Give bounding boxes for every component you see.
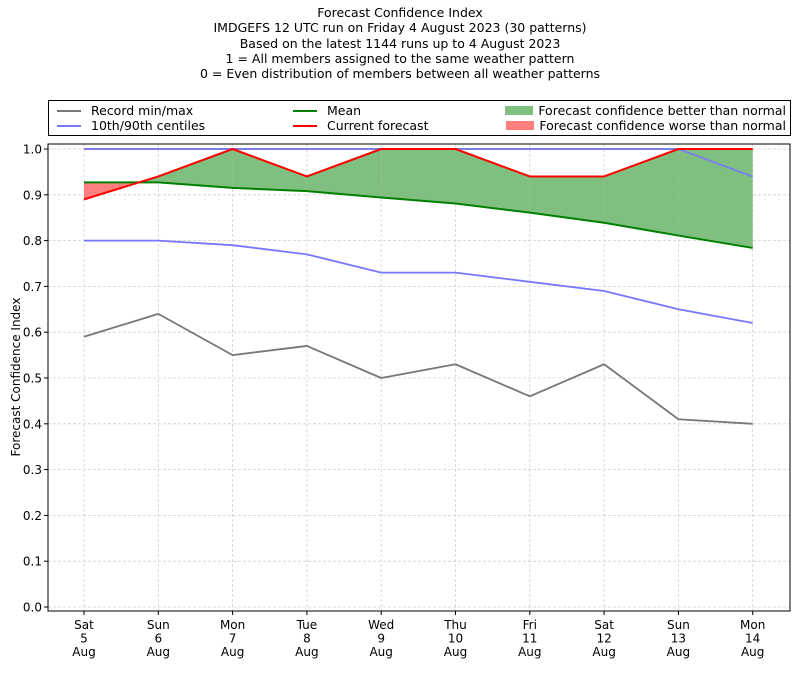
x-tick-label: 9 bbox=[377, 632, 385, 646]
x-tick-label: Aug bbox=[518, 645, 541, 659]
chart-title-block: Forecast Confidence Index IMDGEFS 12 UTC… bbox=[0, 5, 800, 81]
legend-swatch bbox=[505, 106, 534, 115]
legend-swatch bbox=[293, 124, 317, 127]
confidence-fill bbox=[678, 149, 753, 248]
legend-item-better: Forecast confidence better than normal bbox=[505, 103, 786, 118]
x-tick-label: Aug bbox=[444, 645, 467, 659]
fills bbox=[84, 149, 753, 248]
x-tick-label: Thu bbox=[443, 618, 467, 632]
y-tick-label: 0.8 bbox=[23, 234, 42, 248]
x-tick-label: 10 bbox=[448, 632, 463, 646]
x-tick-label: Aug bbox=[295, 645, 318, 659]
legend-label: 10th/90th centiles bbox=[91, 118, 206, 133]
x-tick-label: 5 bbox=[80, 632, 88, 646]
chart-subtitle-line: 0 = Even distribution of members between… bbox=[199, 66, 601, 82]
x-tick-label: Sun bbox=[147, 618, 170, 632]
x-tick-label: Aug bbox=[369, 645, 392, 659]
confidence-fill bbox=[381, 149, 456, 204]
chart-subtitle-line: IMDGEFS 12 UTC run on Friday 4 August 20… bbox=[213, 20, 587, 36]
y-tick-label: 1.0 bbox=[23, 143, 42, 157]
x-tick-label: Sat bbox=[74, 618, 94, 632]
confidence-fill bbox=[158, 149, 233, 188]
x-tick-label: 13 bbox=[671, 632, 686, 646]
legend-label: Record min/max bbox=[91, 103, 194, 118]
legend-item-current: Current forecast bbox=[293, 118, 428, 133]
y-tick-label: 0.7 bbox=[23, 280, 42, 294]
y-tick-label: 0.6 bbox=[23, 326, 42, 340]
x-tick-label: 12 bbox=[596, 632, 611, 646]
x-tick-label: 11 bbox=[522, 632, 537, 646]
y-tick-label: 0.9 bbox=[23, 188, 42, 202]
x-tick-label: Mon bbox=[220, 618, 245, 632]
x-tick-label: Sat bbox=[594, 618, 614, 632]
confidence-fill bbox=[232, 149, 307, 192]
y-axis-label: Forecast Confidence Index bbox=[9, 297, 23, 457]
legend-swatch bbox=[506, 121, 535, 130]
x-tick-label: Aug bbox=[592, 645, 615, 659]
legend: Record min/max 10th/90th centiles Mean C… bbox=[48, 100, 791, 136]
legend-label: Current forecast bbox=[327, 118, 429, 133]
legend-item-mean: Mean bbox=[293, 103, 361, 118]
y-tick-label: 0.4 bbox=[23, 417, 42, 431]
y-tick-label: 0.5 bbox=[23, 372, 42, 386]
x-tick-label: Sun bbox=[667, 618, 690, 632]
legend-item-worse: Forecast confidence worse than normal bbox=[506, 118, 786, 133]
x-tick-label: 7 bbox=[229, 632, 237, 646]
x-tick-label: 14 bbox=[745, 632, 760, 646]
confidence-fill bbox=[455, 149, 530, 213]
x-tick-label: Mon bbox=[740, 618, 765, 632]
x-tick-label: Wed bbox=[368, 618, 394, 632]
y-tick-label: 0.0 bbox=[23, 601, 42, 615]
y-axis: 0.0 0.1 0.2 0.3 0.4 0.5 0.6 0.7 0.8 0.9 1.0 bbox=[23, 143, 48, 615]
legend-item-record: Record min/max bbox=[57, 103, 193, 118]
legend-swatch bbox=[293, 109, 317, 112]
x-tick-label: Aug bbox=[741, 645, 764, 659]
x-tick-label: Aug bbox=[72, 645, 95, 659]
legend-item-centiles: 10th/90th centiles bbox=[57, 118, 205, 133]
x-tick-label: Aug bbox=[667, 645, 690, 659]
x-tick-label: 8 bbox=[303, 632, 311, 646]
chart-subtitle-line: 1 = All members assigned to the same wea… bbox=[225, 50, 575, 66]
y-tick-label: 0.1 bbox=[23, 555, 42, 569]
chart-subtitle-line: Based on the latest 1144 runs up to 4 Au… bbox=[239, 35, 561, 51]
legend-swatch bbox=[57, 109, 81, 112]
x-tick-label: Aug bbox=[221, 645, 244, 659]
x-axis: Sat5AugSun6AugMon7AugTue8AugWed9AugThu10… bbox=[72, 611, 765, 659]
series-line-record-min bbox=[83, 312, 753, 425]
legend-swatch bbox=[57, 124, 81, 127]
series-line-p10 bbox=[84, 239, 753, 324]
legend-label: Mean bbox=[327, 103, 362, 118]
y-tick-label: 0.2 bbox=[23, 509, 42, 523]
y-tick-label: 0.3 bbox=[23, 463, 42, 477]
confidence-fill bbox=[529, 176, 605, 223]
series-line-mean bbox=[84, 181, 753, 249]
chart-title: Forecast Confidence Index bbox=[317, 5, 483, 20]
x-tick-label: Aug bbox=[147, 645, 170, 659]
series-lines bbox=[83, 148, 754, 425]
grid bbox=[48, 144, 790, 611]
series-line-current bbox=[83, 148, 753, 201]
legend-label: Forecast confidence better than normal bbox=[538, 103, 786, 118]
x-tick-label: Tue bbox=[296, 618, 318, 632]
x-tick-label: Fri bbox=[523, 618, 537, 632]
x-tick-label: 6 bbox=[154, 632, 162, 646]
confidence-fill bbox=[306, 149, 382, 198]
legend-label: Forecast confidence worse than normal bbox=[539, 118, 786, 133]
